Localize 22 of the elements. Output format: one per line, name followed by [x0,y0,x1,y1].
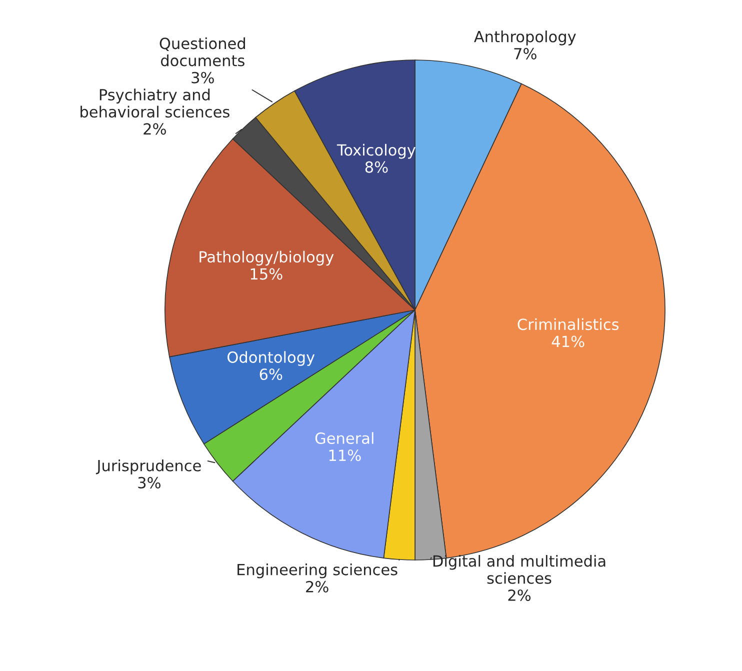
data-label: 3% [138,476,160,488]
slice-label: Toxicology [336,144,416,159]
data-label: 8% [365,161,388,173]
data-label: 2% [144,123,166,135]
slice-label: Jurisprudence [96,460,201,474]
data-label: 2% [306,580,328,592]
slice-label: Digital and multimedia sciences [433,554,606,584]
slice-label: Anthropology [474,30,576,46]
data-label: 3% [192,72,214,84]
legend-label: Psychiatry and behavioral sciences [80,88,230,118]
slice-label: General [315,432,374,444]
slice-label: Odontology [228,351,315,366]
slice-label: Pathology/biology [200,250,334,266]
slice-label: Questioned documents [160,37,245,66]
slice-label: Criminalistics [518,318,619,330]
data-label: 7% [514,48,536,60]
data-label: 6% [260,368,282,380]
slice-label: Engineering sciences [238,564,398,578]
data-label: 15% [250,268,282,280]
data-label: 11% [329,450,361,462]
data-label: 2% [508,589,531,602]
data-label: 41% [552,336,584,348]
